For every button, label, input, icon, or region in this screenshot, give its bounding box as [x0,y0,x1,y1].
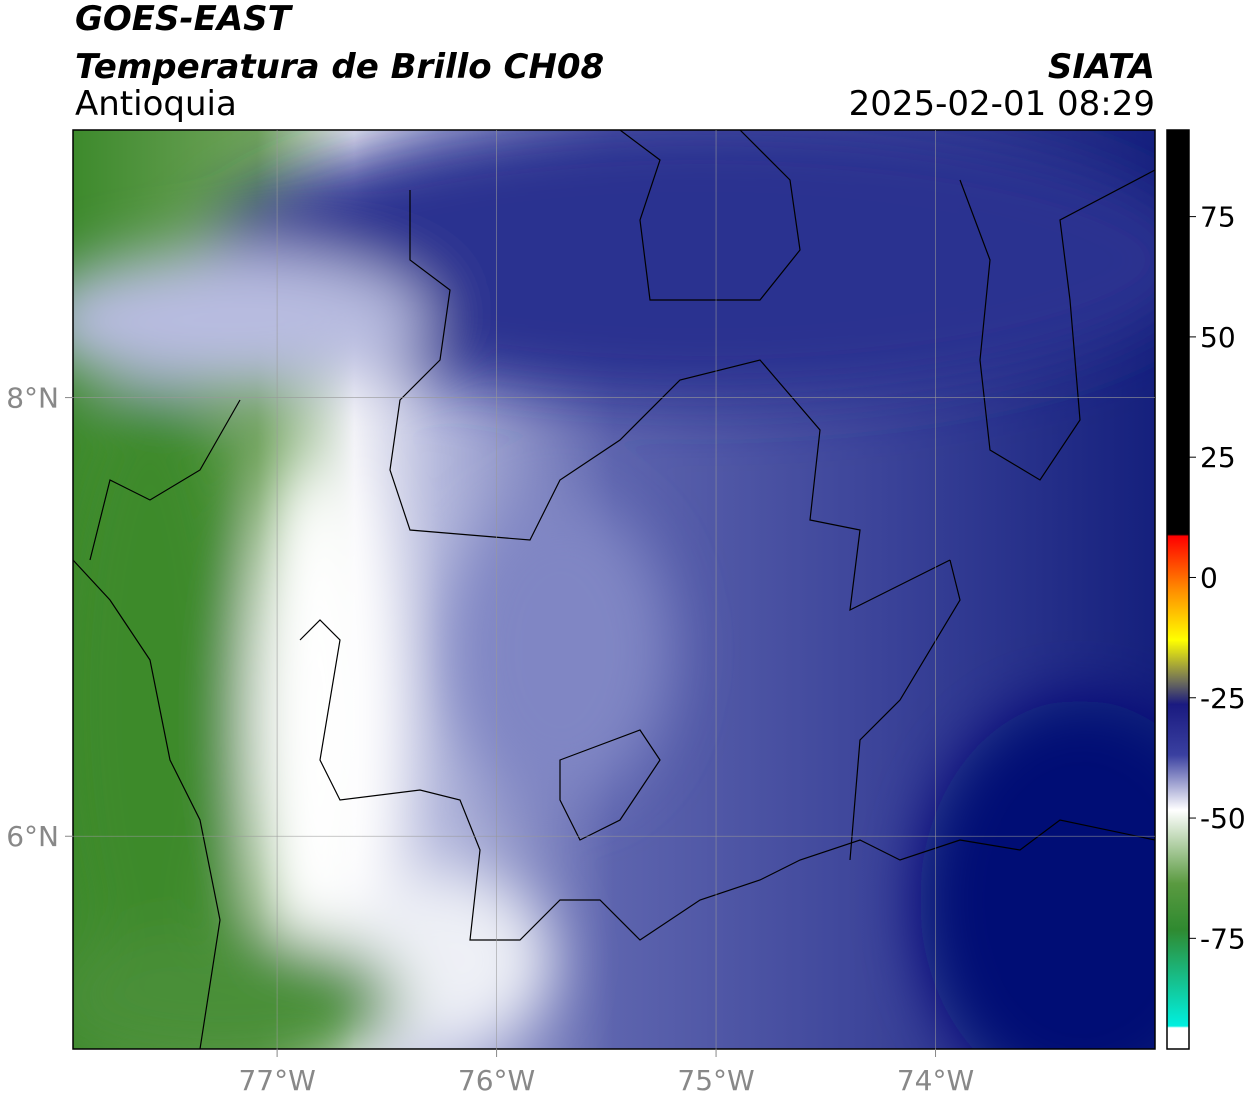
colorbar-tick-label: -75 [1200,922,1246,955]
satellite-image [73,130,1155,1049]
colorbar-tick-label: 25 [1200,441,1236,474]
x-tick-label: 75°W [677,1064,754,1097]
x-tick-label: 77°W [238,1064,315,1097]
colorbar [1166,129,1190,1050]
map-frame [72,129,1156,1050]
colorbar-tick-label: -25 [1200,682,1246,715]
title: GOES-EAST [75,0,294,39]
y-tick-label: 6°N [6,820,59,853]
datetime: 2025-02-01 08:29 [849,84,1155,124]
x-tick-label: 74°W [897,1064,974,1097]
x-tick-label: 76°W [458,1064,535,1097]
source: SIATA [1048,47,1155,87]
colorbar-tick-label: 0 [1200,561,1218,594]
colorbar-tick-label: -50 [1200,802,1246,835]
y-tick-label: 8°N [6,382,59,415]
colorbar-tick-label: 75 [1200,201,1236,234]
colorbar-tick-label: 50 [1200,321,1236,354]
region: Antioquia [75,84,237,124]
subtitle: Temperatura de Brillo CH08 [75,47,604,87]
